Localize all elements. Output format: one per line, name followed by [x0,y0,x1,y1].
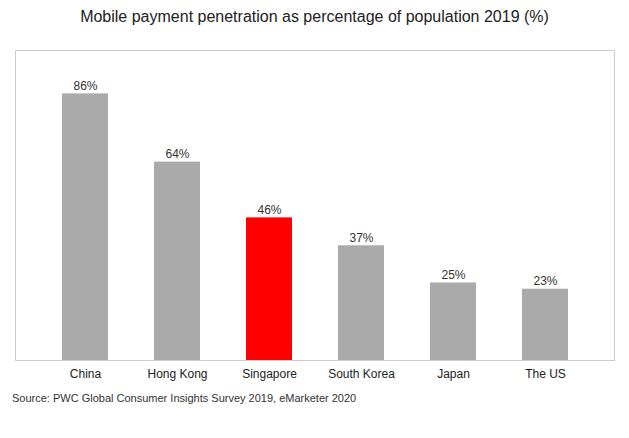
svg-text:64%: 64% [165,147,189,161]
svg-text:46%: 46% [257,203,281,217]
svg-text:25%: 25% [441,268,465,282]
html-text:Mobile payment penetration as: Mobile payment penetration as percentage… [80,8,549,25]
svg-text:23%: 23% [533,274,557,288]
svg-text:Japan: Japan [437,367,470,381]
svg-text:Hong Kong: Hong Kong [147,367,207,381]
html-text:Source: PWC Global Consumer In: Source: PWC Global Consumer Insights Sur… [12,392,357,404]
svg-text:South Korea: South Korea [328,367,395,381]
svg-text:The US: The US [525,367,566,381]
svg-text:37%: 37% [349,231,373,245]
svg-text:86%: 86% [73,79,97,93]
svg-text:China: China [70,367,102,381]
svg-text:Singapore: Singapore [242,367,297,381]
